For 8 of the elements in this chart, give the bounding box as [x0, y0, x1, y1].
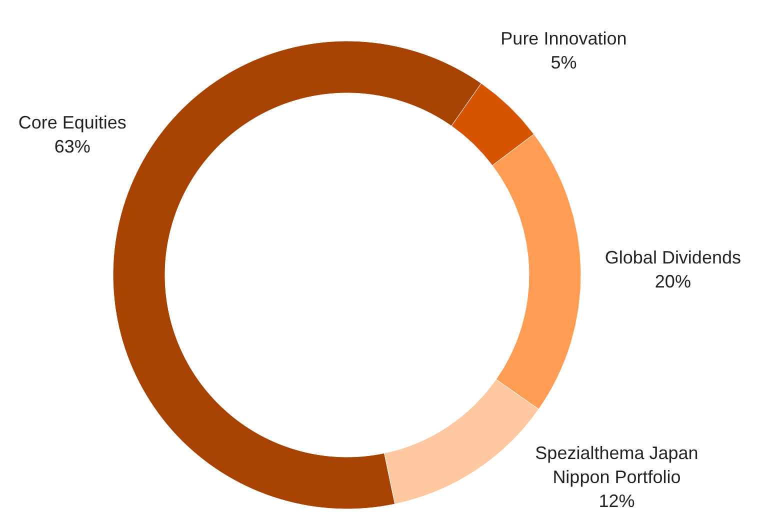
data-label: 5%	[550, 52, 577, 73]
data-label: 20%	[654, 271, 691, 292]
slice-label: Global Dividends	[604, 247, 741, 268]
slice-label: Spezialthema Japan Nippon Portfolio	[535, 443, 698, 487]
slice-label: Pure Innovation	[500, 28, 627, 49]
data-label: 63%	[54, 136, 90, 157]
data-label: 12%	[598, 491, 635, 511]
slice-label: Core Equities	[18, 112, 126, 133]
